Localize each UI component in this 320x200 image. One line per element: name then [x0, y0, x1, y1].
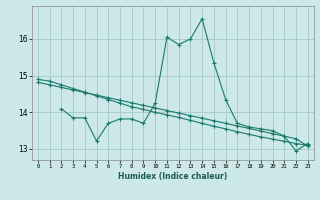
- X-axis label: Humidex (Indice chaleur): Humidex (Indice chaleur): [118, 172, 228, 181]
